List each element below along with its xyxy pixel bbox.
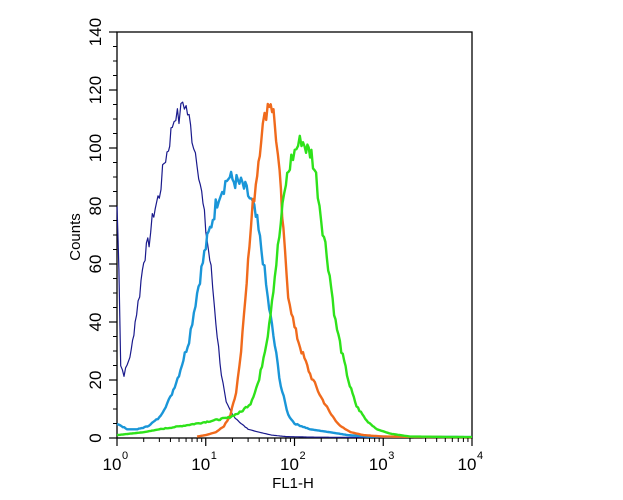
x-tick-label-exponent: 2 bbox=[300, 450, 306, 462]
x-tick-label-exponent: 4 bbox=[477, 450, 483, 462]
x-tick-label-base: 10 bbox=[191, 455, 210, 474]
y-tick-label: 60 bbox=[86, 255, 105, 274]
y-tick-label: 20 bbox=[86, 371, 105, 390]
x-tick-label-base: 10 bbox=[369, 455, 388, 474]
y-tick-label: 120 bbox=[86, 76, 105, 104]
y-tick-label: 140 bbox=[86, 18, 105, 46]
x-tick-label-exponent: 1 bbox=[211, 450, 217, 462]
x-tick-label-base: 10 bbox=[458, 455, 477, 474]
y-tick-label: 40 bbox=[86, 313, 105, 332]
x-tick-label-exponent: 3 bbox=[388, 450, 394, 462]
y-tick-label: 0 bbox=[86, 433, 105, 442]
y-axis-title: Counts bbox=[67, 213, 84, 261]
plot-area bbox=[116, 31, 473, 439]
x-tick-label: 10 0 bbox=[103, 450, 129, 474]
x-tick-label-exponent: 0 bbox=[122, 450, 128, 462]
series-layer bbox=[116, 101, 472, 439]
y-tick-label: 100 bbox=[86, 134, 105, 162]
y-tick-label: 80 bbox=[86, 197, 105, 216]
x-tick-label: 10 3 bbox=[369, 450, 395, 474]
x-tick-label-base: 10 bbox=[103, 455, 122, 474]
y-axis-ticks: 0 20 40 60 80 100 120 140 bbox=[86, 18, 117, 443]
x-tick-label: 10 1 bbox=[191, 450, 217, 474]
x-tick-label: 10 4 bbox=[458, 450, 484, 474]
x-tick-label: 10 2 bbox=[280, 450, 306, 474]
x-axis-title: FL1-H bbox=[272, 475, 314, 492]
x-tick-label-base: 10 bbox=[280, 455, 299, 474]
histogram-series-4 bbox=[116, 134, 472, 439]
x-axis-ticks: 10 0 10 1 10 2 10 3 10 4 bbox=[103, 438, 484, 474]
